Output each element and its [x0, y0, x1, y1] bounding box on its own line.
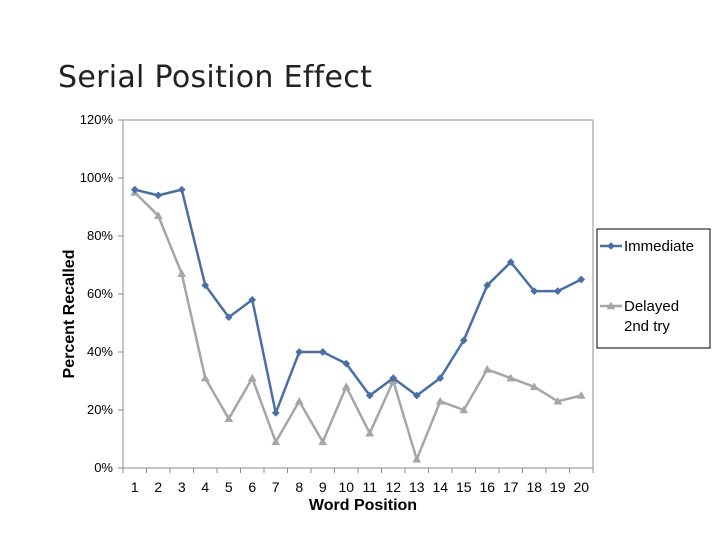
x-tick-label: 6	[248, 479, 256, 495]
y-tick-label: 100%	[80, 170, 114, 185]
data-point-delayed	[553, 396, 563, 405]
x-tick-label: 10	[338, 479, 354, 495]
data-point-delayed	[177, 269, 187, 277]
data-point-immediate	[506, 258, 515, 267]
x-tick-label: 3	[178, 479, 186, 495]
data-point-immediate	[365, 391, 374, 400]
x-tick-label: 1	[131, 479, 139, 495]
x-tick-label: 15	[456, 479, 472, 495]
data-point-delayed	[224, 414, 234, 422]
data-point-delayed	[459, 405, 469, 414]
data-point-delayed	[200, 373, 210, 382]
y-axis: 0% 20% 40% 60% 80% 100% 120%	[80, 112, 123, 475]
data-point-immediate	[412, 391, 421, 400]
data-point-immediate	[318, 348, 327, 356]
plot-area	[122, 119, 594, 469]
x-tick-label: 20	[573, 479, 589, 495]
y-tick-label: 80%	[87, 228, 113, 243]
legend-swatch-marker	[606, 301, 616, 310]
series-line-immediate	[134, 188, 582, 415]
data-point-delayed	[153, 211, 163, 219]
legend-item-immediate: Immediate	[600, 238, 694, 255]
data-point-immediate	[342, 359, 351, 368]
x-tick-label: 7	[272, 479, 280, 495]
data-point-immediate	[201, 281, 210, 290]
data-point-immediate	[295, 348, 304, 356]
legend-label: Immediate	[624, 238, 694, 255]
data-point-delayed	[529, 382, 539, 391]
data-point-immediate	[553, 287, 562, 296]
y-tick-label: 0%	[94, 460, 113, 475]
x-tick-label: 2	[154, 479, 162, 495]
y-tick-label: 120%	[80, 112, 114, 127]
data-point-immediate	[224, 313, 233, 322]
data-point-delayed	[341, 382, 351, 391]
series-immediate	[130, 185, 586, 417]
legend-item-delayed: Delayed 2nd try	[600, 298, 679, 335]
data-point-delayed	[247, 373, 257, 382]
x-axis-title: Word Position	[309, 497, 417, 514]
data-point-delayed	[271, 437, 281, 446]
series-delayed	[130, 187, 586, 463]
x-axis: 1 2 3 4 5 6 7 8 9 10 11 12 13 14 15 16 17 18 19 20	[122, 468, 594, 495]
series-line-delayed	[133, 191, 582, 461]
data-point-delayed	[412, 454, 422, 463]
data-point-immediate	[577, 275, 586, 284]
x-tick-label: 16	[479, 479, 495, 495]
data-point-immediate	[459, 336, 468, 345]
x-tick-label: 11	[362, 479, 377, 495]
data-point-immediate	[530, 287, 539, 296]
data-point-immediate	[177, 185, 186, 194]
data-point-delayed	[365, 428, 375, 437]
legend-label: Delayed	[624, 298, 679, 315]
x-tick-label: 5	[225, 479, 233, 495]
x-tick-label: 13	[409, 479, 425, 495]
series-layer	[130, 185, 586, 463]
legend-swatch-marker	[607, 242, 615, 250]
slide-title: Serial Position Effect	[58, 60, 373, 95]
y-axis-title: Percent Recalled	[61, 250, 78, 379]
data-point-delayed	[318, 437, 328, 446]
y-tick-label: 20%	[87, 402, 113, 417]
y-tick-label: 60%	[87, 286, 113, 301]
x-tick-label: 19	[550, 479, 566, 495]
x-tick-label: 14	[432, 479, 448, 495]
legend-box	[596, 228, 711, 349]
x-tick-label: 17	[503, 479, 519, 495]
data-point-immediate	[389, 374, 398, 383]
legend: Immediate Delayed 2nd try	[596, 228, 711, 349]
data-point-immediate	[130, 185, 139, 194]
data-point-delayed	[576, 390, 586, 399]
x-tick-label: 4	[201, 479, 209, 495]
data-point-immediate	[248, 295, 257, 304]
data-point-immediate	[271, 408, 280, 417]
y-tick-label: 40%	[87, 344, 113, 359]
x-tick-label: 18	[526, 479, 542, 495]
data-point-immediate	[483, 281, 492, 290]
data-point-delayed	[506, 373, 516, 382]
x-tick-label: 8	[295, 479, 303, 495]
legend-label: 2nd try	[624, 318, 670, 335]
data-point-immediate	[154, 191, 163, 200]
data-point-delayed	[294, 396, 304, 405]
x-tick-label: 12	[385, 479, 401, 495]
x-tick-label: 9	[319, 479, 327, 495]
data-point-immediate	[436, 374, 445, 383]
data-point-delayed	[482, 364, 492, 373]
data-point-delayed	[435, 396, 445, 405]
